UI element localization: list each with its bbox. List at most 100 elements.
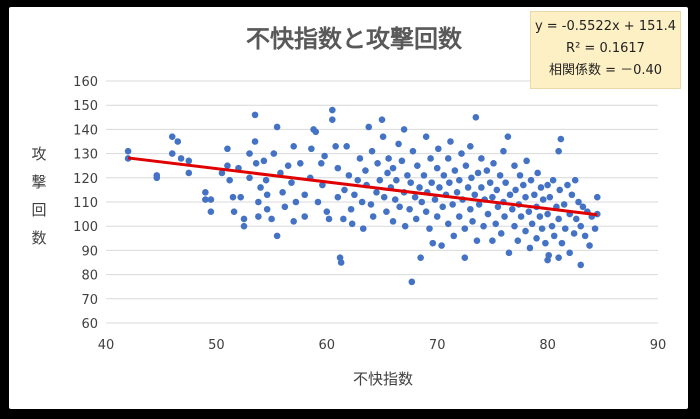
data-point	[297, 159, 304, 167]
trend-line	[127, 156, 598, 217]
data-point	[528, 220, 536, 228]
data-point	[374, 159, 381, 167]
data-point	[379, 133, 387, 140]
data-point	[455, 213, 463, 220]
data-point	[356, 155, 364, 162]
data-point	[539, 196, 547, 203]
data-point	[389, 218, 397, 225]
data-point	[514, 237, 522, 245]
data-point	[416, 184, 423, 191]
data-point	[458, 150, 465, 157]
data-point	[467, 205, 474, 213]
data-point	[444, 155, 452, 162]
x-tick-label: 70	[429, 338, 446, 353]
data-point	[367, 201, 375, 208]
data-point	[337, 259, 345, 266]
data-point	[461, 225, 469, 232]
data-point	[290, 218, 297, 225]
y-tick-label: 90	[81, 244, 98, 259]
data-point	[474, 169, 482, 177]
data-point	[489, 237, 496, 245]
y-tick-label: 140	[73, 123, 98, 138]
x-axis-title: 不快指数	[353, 370, 413, 388]
data-point	[378, 116, 386, 124]
data-point	[273, 232, 281, 240]
y-tick-label: 120	[73, 172, 98, 187]
data-point	[561, 225, 569, 232]
y-axis-title-char: 回	[31, 201, 46, 219]
data-point	[581, 232, 589, 240]
data-point	[435, 145, 442, 153]
data-point	[332, 143, 339, 150]
data-point	[462, 162, 470, 169]
data-point	[433, 213, 441, 220]
regression-equation: y = -0.5522x + 151.4	[534, 19, 677, 34]
data-point	[312, 128, 320, 136]
data-point	[422, 208, 430, 215]
scatter-chart: 不快指数と攻撃回数 60708090100110120130140150160 …	[31, 25, 666, 388]
data-point	[376, 176, 384, 184]
data-point	[426, 225, 433, 232]
y-axis-title-char: 撃	[31, 173, 46, 191]
data-point	[369, 213, 377, 220]
data-point	[251, 138, 259, 145]
data-point	[292, 198, 300, 206]
data-point	[207, 208, 215, 215]
data-point	[492, 220, 500, 228]
y-tick-label: 160	[73, 75, 98, 90]
data-point	[401, 222, 409, 230]
data-point	[334, 193, 342, 201]
data-point	[506, 191, 514, 199]
data-point	[575, 198, 582, 206]
data-point	[345, 172, 353, 179]
data-point	[542, 239, 549, 247]
data-point	[262, 176, 270, 184]
data-point	[422, 133, 430, 140]
data-point	[321, 152, 328, 160]
data-point	[478, 155, 485, 162]
y-tick-label: 80	[81, 269, 98, 284]
data-point	[522, 227, 529, 235]
data-point	[365, 123, 373, 131]
data-point	[408, 278, 416, 286]
data-point	[185, 169, 193, 177]
data-point	[500, 147, 507, 155]
data-point	[591, 225, 599, 232]
data-point	[558, 239, 566, 247]
data-point	[557, 135, 565, 143]
data-point	[516, 172, 524, 179]
data-point	[341, 186, 348, 194]
data-point	[544, 256, 551, 264]
data-point	[202, 196, 209, 203]
y-tick-label: 100	[73, 220, 98, 235]
data-point	[380, 193, 388, 201]
data-point	[153, 174, 161, 182]
data-point	[348, 220, 356, 228]
data-point	[544, 210, 551, 218]
data-point	[207, 196, 215, 203]
y-tick-label: 150	[73, 99, 98, 114]
data-point	[325, 215, 333, 223]
data-point	[548, 222, 556, 230]
data-point	[124, 147, 132, 155]
y-axis-title-char: 攻	[31, 145, 46, 163]
data-point	[273, 123, 281, 131]
data-point	[446, 179, 453, 186]
data-point	[512, 186, 519, 194]
x-tick-label: 40	[98, 338, 115, 353]
data-point	[185, 157, 193, 165]
data-point	[418, 198, 426, 206]
data-point	[270, 150, 278, 157]
data-point	[230, 208, 238, 215]
data-point	[429, 239, 437, 247]
data-point	[290, 143, 297, 150]
data-point	[409, 147, 417, 155]
data-point	[520, 181, 527, 189]
data-point	[502, 179, 509, 186]
data-point	[263, 191, 271, 199]
data-point	[536, 213, 544, 220]
data-point	[417, 254, 424, 261]
data-point	[237, 193, 244, 201]
data-point	[436, 184, 443, 191]
data-point	[472, 114, 480, 121]
